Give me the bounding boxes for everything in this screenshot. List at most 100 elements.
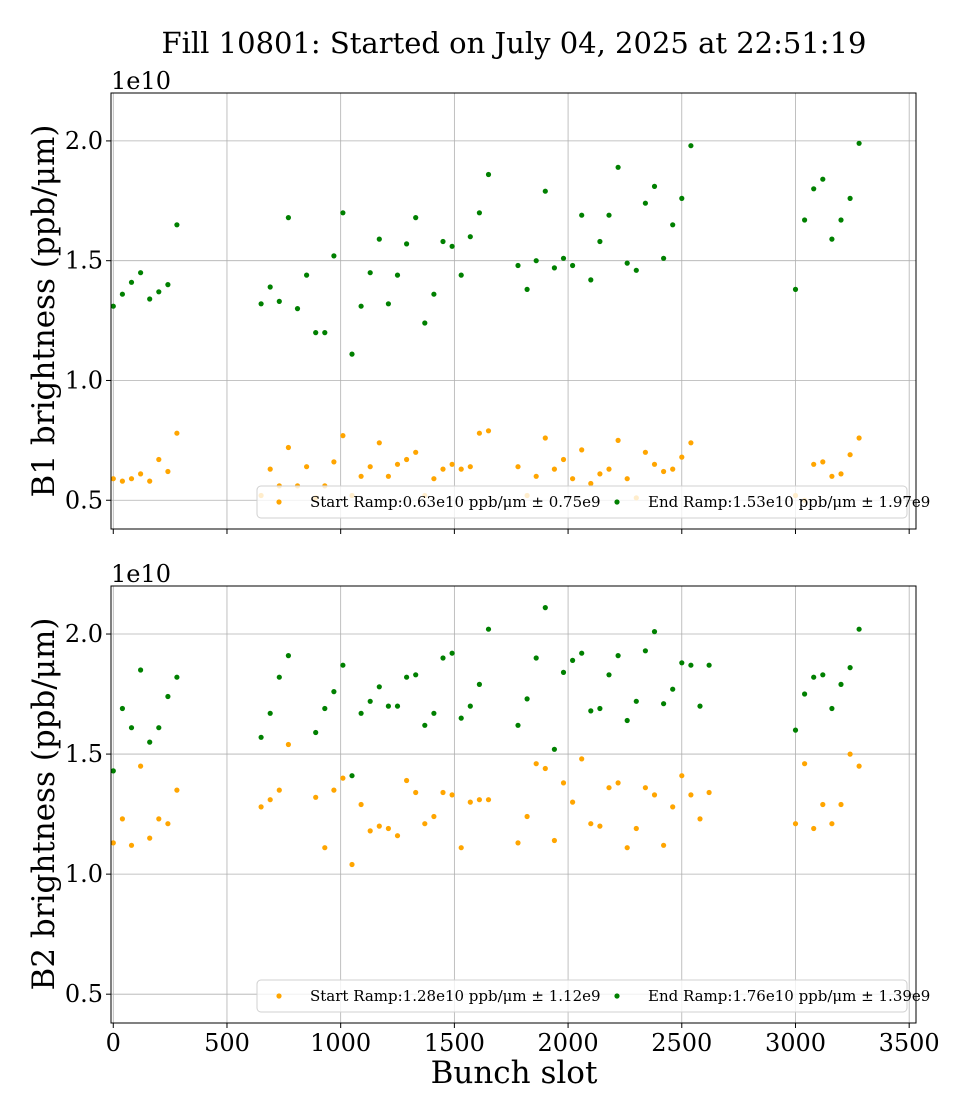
data-point-end <box>367 270 373 276</box>
data-point-start <box>856 435 862 441</box>
x-tick-label: 2500 <box>651 1029 712 1057</box>
data-point-end <box>165 693 171 700</box>
data-point-start <box>322 845 328 851</box>
data-point-end <box>847 195 853 201</box>
data-point-start <box>165 821 171 827</box>
data-point-end <box>276 298 282 304</box>
data-point-end <box>697 703 703 709</box>
data-point-end <box>642 648 649 654</box>
data-point-end <box>615 164 621 170</box>
data-point-start <box>110 476 116 482</box>
data-point-end <box>165 282 171 288</box>
data-point-end <box>367 698 373 704</box>
data-point-start <box>340 775 346 781</box>
data-point-end <box>811 674 817 680</box>
data-point-start <box>615 437 621 443</box>
plot-frame <box>110 92 917 530</box>
data-point-end <box>267 284 273 290</box>
data-point-end <box>156 725 162 731</box>
data-point-start <box>515 464 521 470</box>
y-tick-label: 1.5 <box>65 740 103 768</box>
data-point-start <box>394 461 401 467</box>
data-point-start <box>119 816 125 822</box>
x-tick-label: 3000 <box>765 1029 826 1057</box>
data-point-start <box>174 430 180 436</box>
data-point-start <box>688 440 694 446</box>
data-point-end <box>174 222 180 228</box>
data-point-end <box>688 662 694 668</box>
data-point-start <box>358 801 364 808</box>
data-point-start <box>606 785 612 791</box>
data-point-start <box>440 466 446 472</box>
data-point-start <box>313 794 319 800</box>
data-point-end <box>119 291 125 297</box>
data-point-start <box>458 845 464 851</box>
x-axis-label: Bunch slot <box>431 1055 598 1091</box>
data-point-end <box>294 306 301 312</box>
data-point-end <box>811 186 817 192</box>
data-point-start <box>394 833 401 839</box>
data-point-start <box>267 797 273 803</box>
data-point-end <box>560 255 567 261</box>
data-point-start <box>856 763 862 769</box>
y-tick-label: 1.0 <box>65 860 103 888</box>
data-point-start <box>485 428 492 434</box>
data-point-end <box>394 272 401 278</box>
data-point-start <box>156 456 162 463</box>
data-point-end <box>642 200 649 206</box>
x-tick-label: 500 <box>204 1029 250 1057</box>
data-point-end <box>542 605 548 611</box>
data-point-start <box>606 466 612 472</box>
data-point-end <box>110 768 116 774</box>
data-point-start <box>128 476 135 482</box>
data-point-end <box>313 330 319 336</box>
data-point-start <box>431 813 437 820</box>
data-point-end <box>349 773 355 779</box>
data-point-end <box>147 739 153 745</box>
data-point-end <box>128 725 135 731</box>
data-point-start <box>588 821 594 827</box>
data-point-end <box>331 689 337 695</box>
data-point-end <box>304 272 310 278</box>
data-point-start <box>533 761 539 767</box>
data-point-end <box>802 691 808 697</box>
data-point-start <box>376 823 382 829</box>
data-point-end <box>802 217 808 223</box>
data-point-start <box>588 480 594 487</box>
data-point-start <box>476 797 482 803</box>
data-point-start <box>615 780 621 786</box>
data-point-start <box>349 861 355 868</box>
data-point-end <box>551 265 558 271</box>
data-point-start <box>467 464 473 470</box>
data-point-start <box>847 452 853 458</box>
data-point-end <box>847 665 853 671</box>
data-point-start <box>138 763 144 769</box>
data-point-end <box>404 674 410 680</box>
data-point-start <box>422 821 428 827</box>
y-tick-label: 1.5 <box>65 247 103 275</box>
data-point-end <box>560 669 567 676</box>
data-point-end <box>267 710 273 716</box>
data-point-start <box>358 473 364 479</box>
data-point-start <box>829 473 835 479</box>
data-point-end <box>515 722 521 728</box>
x-tick-label: 0 <box>106 1029 121 1057</box>
data-point-end <box>679 660 685 666</box>
y-axis-label: B1 brightness (ppb/μm) <box>26 125 62 498</box>
data-point-start <box>838 801 844 808</box>
data-point-end <box>358 710 364 716</box>
data-point-start <box>340 433 346 439</box>
data-point-end <box>147 296 153 302</box>
data-point-start <box>449 792 455 798</box>
legend-marker-end <box>614 993 620 999</box>
data-point-start <box>670 804 676 810</box>
data-point-start <box>624 845 630 851</box>
data-point-end <box>792 727 799 733</box>
data-point-start <box>688 792 694 798</box>
data-point-start <box>697 816 703 822</box>
data-point-start <box>560 456 567 463</box>
data-point-start <box>385 473 391 479</box>
x-tick-label: 1000 <box>310 1029 371 1057</box>
data-point-end <box>156 289 162 295</box>
y-tick-label: 1.0 <box>65 366 103 394</box>
